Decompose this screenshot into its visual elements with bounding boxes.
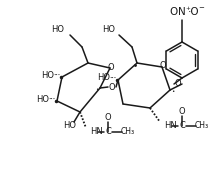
Text: O: O	[179, 108, 185, 117]
Text: CH₃: CH₃	[195, 121, 209, 130]
Text: •: •	[95, 86, 99, 92]
Text: HO: HO	[102, 26, 115, 34]
Text: •••: •••	[109, 77, 117, 81]
Text: O: O	[108, 62, 114, 71]
Text: O: O	[160, 61, 166, 71]
Text: −: −	[198, 5, 204, 11]
Text: HO: HO	[63, 121, 77, 130]
Text: C: C	[105, 127, 111, 137]
Text: HO: HO	[51, 26, 64, 34]
Text: ·O: ·O	[188, 7, 200, 17]
Text: HO: HO	[97, 73, 111, 81]
Text: O: O	[109, 83, 115, 92]
Text: HN: HN	[164, 121, 177, 130]
Text: •••: •••	[54, 74, 61, 78]
Text: O: O	[105, 114, 111, 122]
Text: +: +	[185, 6, 190, 11]
Text: O: O	[169, 7, 177, 17]
Text: •••: •••	[48, 98, 56, 102]
Text: HN: HN	[90, 127, 103, 137]
Text: O: O	[175, 80, 181, 89]
Text: HO: HO	[42, 71, 54, 80]
Text: C: C	[179, 121, 185, 130]
Text: •: •	[171, 89, 175, 93]
Text: CH₃: CH₃	[121, 127, 135, 137]
Text: N: N	[178, 7, 186, 17]
Text: HO: HO	[36, 95, 50, 103]
